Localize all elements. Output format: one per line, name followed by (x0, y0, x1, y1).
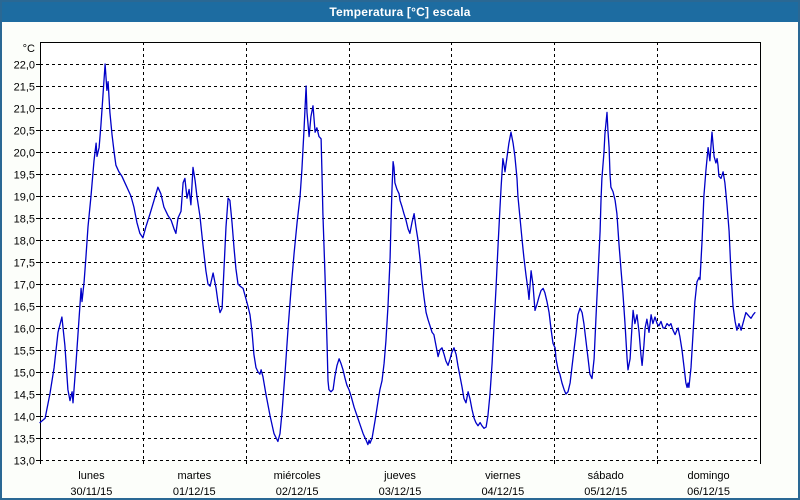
day-date-label: 30/11/15 (70, 486, 112, 498)
y-tick-label: 18,0 (14, 236, 35, 248)
axis-labels: 22,0 21,5 21,0 20,5 20,0 19,5 19,0 18,5 18,0 17,5… (14, 43, 730, 498)
y-tick-label: 19,0 (14, 192, 35, 204)
y-tick-label: 20,0 (14, 148, 35, 160)
y-tick-label: 15,0 (14, 368, 35, 380)
day-name-label: martes (177, 470, 211, 482)
day-name-label: jueves (383, 470, 416, 482)
day-date-label: 01/12/15 (173, 486, 216, 498)
day-date-label: 06/12/15 (687, 486, 730, 498)
y-tick-label: 17,5 (14, 258, 35, 270)
temperature-line (39, 63, 756, 446)
axis-ticks (36, 64, 761, 464)
chart-area: 22,0 21,5 21,0 20,5 20,0 19,5 19,0 18,5 18,0 17,5… (2, 24, 798, 500)
plot-border (40, 42, 761, 460)
day-date-label: 03/12/15 (379, 486, 422, 498)
temperature-chart: 22,0 21,5 21,0 20,5 20,0 19,5 19,0 18,5 18,0 17,5… (14, 42, 761, 498)
title-bar: Temperatura [°C] escala (2, 2, 798, 22)
day-name-label: lunes (78, 470, 105, 482)
y-tick-label: 13,0 (14, 456, 35, 468)
day-name-label: sábado (588, 470, 624, 482)
y-tick-label: 15,5 (14, 346, 35, 358)
y-tick-label: 22,0 (14, 60, 35, 72)
y-tick-label: 14,5 (14, 390, 35, 402)
y-tick-label: 16,5 (14, 302, 35, 314)
y-tick-label: 21,0 (14, 104, 35, 116)
plot-background (40, 42, 760, 460)
y-tick-label: 21,5 (14, 82, 35, 94)
y-tick-label: 13,5 (14, 434, 35, 446)
day-name-label: miércoles (274, 470, 322, 482)
y-axis-unit-label: °C (23, 43, 35, 55)
day-date-label: 05/12/15 (584, 486, 627, 498)
day-name-label: domingo (687, 470, 729, 482)
day-name-label: viernes (485, 470, 521, 482)
y-tick-label: 20,5 (14, 126, 35, 138)
y-tick-label: 19,5 (14, 170, 35, 182)
y-tick-label: 16,0 (14, 324, 35, 336)
day-date-label: 04/12/15 (481, 486, 524, 498)
chart-title: Temperatura [°C] escala (329, 5, 471, 19)
y-tick-label: 17,0 (14, 280, 35, 292)
y-tick-label: 18,5 (14, 214, 35, 226)
day-date-label: 02/12/15 (276, 486, 319, 498)
y-tick-label: 14,0 (14, 412, 35, 424)
